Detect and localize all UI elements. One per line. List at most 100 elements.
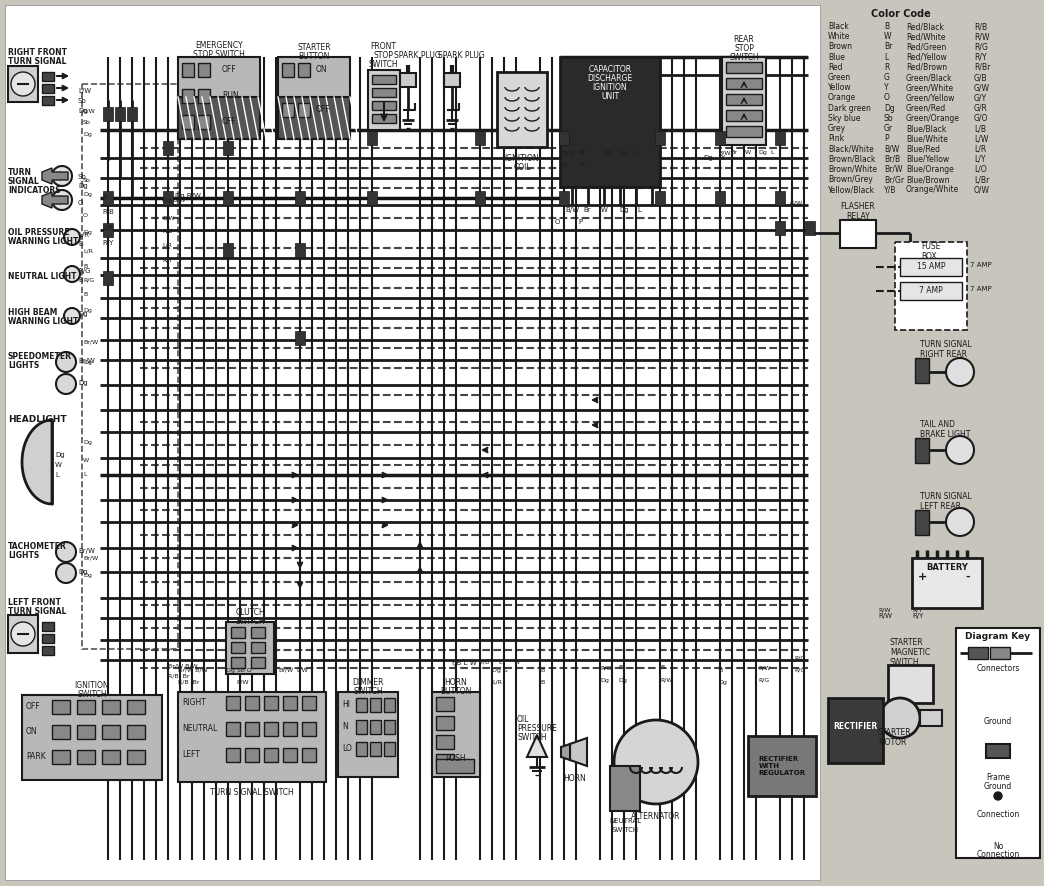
Text: L/W: L/W (974, 134, 989, 144)
Text: Br/W: Br/W (78, 548, 95, 554)
Text: P: P (580, 163, 584, 168)
Text: G/W: G/W (974, 83, 990, 92)
Text: RELAY: RELAY (846, 212, 870, 221)
Text: Blue/Red: Blue/Red (906, 144, 940, 153)
Text: L: L (770, 150, 774, 155)
Text: NEUTRAL: NEUTRAL (182, 724, 217, 733)
Bar (559, 131, 569, 145)
Text: OFF: OFF (222, 117, 237, 126)
Bar (915, 438, 929, 463)
Text: LEFT REAR: LEFT REAR (920, 502, 960, 511)
Bar (5, 5, 820, 880)
Bar (182, 63, 194, 77)
Text: Dg: Dg (84, 192, 92, 197)
Bar (370, 742, 381, 756)
Text: Blue/Brown: Blue/Brown (906, 175, 949, 184)
Text: W: W (601, 207, 608, 213)
Text: SWITCH: SWITCH (235, 617, 265, 626)
Polygon shape (42, 168, 68, 184)
Circle shape (52, 166, 72, 186)
Text: Ground: Ground (983, 782, 1012, 791)
Text: FRONT: FRONT (370, 42, 396, 51)
Bar (900, 258, 962, 276)
Bar (127, 750, 145, 764)
Text: W: W (745, 150, 751, 155)
Text: STOP SWITCH: STOP SWITCH (193, 50, 245, 59)
Text: B/W: B/W (562, 150, 574, 155)
Bar (77, 700, 95, 714)
Circle shape (64, 308, 80, 324)
Text: Blue: Blue (828, 52, 845, 62)
Bar (283, 722, 296, 736)
Text: Dg: Dg (84, 230, 92, 235)
Text: Ground: Ground (983, 717, 1012, 726)
Text: Green/Orange: Green/Orange (906, 113, 960, 123)
Text: NEUTRAL LIGHT: NEUTRAL LIGHT (8, 272, 76, 281)
Text: MOTOR: MOTOR (878, 738, 906, 747)
Text: L: L (637, 207, 641, 213)
Text: Dg: Dg (84, 360, 92, 365)
Bar (900, 282, 962, 300)
Circle shape (11, 622, 35, 646)
Text: O: O (555, 219, 561, 225)
Bar (52, 725, 70, 739)
Circle shape (56, 352, 76, 372)
Text: R/W: R/W (974, 32, 990, 42)
Bar (103, 191, 113, 205)
Text: Yellow: Yellow (828, 83, 852, 92)
Text: BATTERY: BATTERY (926, 563, 968, 572)
Text: Br/W: Br/W (78, 358, 95, 364)
Text: FUSE
BOX: FUSE BOX (921, 242, 941, 261)
Bar (384, 720, 395, 734)
Bar (715, 191, 725, 205)
Text: REAR: REAR (734, 35, 755, 44)
Text: Dg: Dg (619, 207, 628, 213)
Text: 7 AMP: 7 AMP (970, 262, 992, 268)
Text: White: White (828, 32, 851, 42)
Bar (283, 696, 296, 710)
Bar (115, 107, 125, 121)
Text: CAPACITOR: CAPACITOR (589, 65, 632, 74)
Text: STARTER: STARTER (298, 43, 331, 52)
Text: L/R: L/R (162, 242, 172, 247)
Text: Dark green: Dark green (828, 104, 871, 113)
Text: Brown/Grey: Brown/Grey (828, 175, 873, 184)
Bar (715, 131, 725, 145)
Text: L/W: L/W (78, 88, 91, 94)
Text: B: B (540, 680, 544, 685)
Text: L/R: L/R (974, 144, 987, 153)
Text: L/W: L/W (84, 108, 95, 113)
Text: EMERGENCY: EMERGENCY (195, 41, 243, 50)
Bar (163, 191, 173, 205)
Text: SWITCH: SWITCH (517, 733, 547, 742)
Text: P: P (884, 134, 888, 144)
Bar (127, 107, 137, 121)
Text: Sb: Sb (84, 178, 91, 183)
Text: Y: Y (884, 83, 888, 92)
Bar (302, 748, 316, 762)
Text: B: B (884, 22, 889, 31)
Bar (127, 700, 145, 714)
Text: G/Y: G/Y (974, 93, 988, 103)
Bar (436, 759, 474, 773)
Text: L: L (634, 150, 638, 155)
Text: L/W: L/W (296, 668, 308, 673)
Text: Br/B: Br/B (884, 154, 900, 164)
Bar (775, 221, 785, 235)
Polygon shape (22, 420, 52, 504)
Text: Br: Br (730, 150, 737, 155)
Text: Orange/White: Orange/White (906, 185, 959, 194)
Bar (775, 131, 785, 145)
Text: L/Br: L/Br (974, 175, 990, 184)
Bar (77, 750, 95, 764)
Bar (497, 72, 547, 147)
Text: R/Y: R/Y (162, 258, 172, 263)
Text: OFF: OFF (222, 65, 237, 74)
Bar (444, 73, 460, 87)
Bar (42, 646, 54, 655)
Text: Dg B/W: Dg B/W (162, 198, 186, 203)
Text: L/Y: L/Y (974, 154, 986, 164)
Text: L/R: L/R (102, 225, 113, 231)
Bar (436, 716, 454, 730)
Text: Br/Gr: Br/Gr (884, 175, 904, 184)
